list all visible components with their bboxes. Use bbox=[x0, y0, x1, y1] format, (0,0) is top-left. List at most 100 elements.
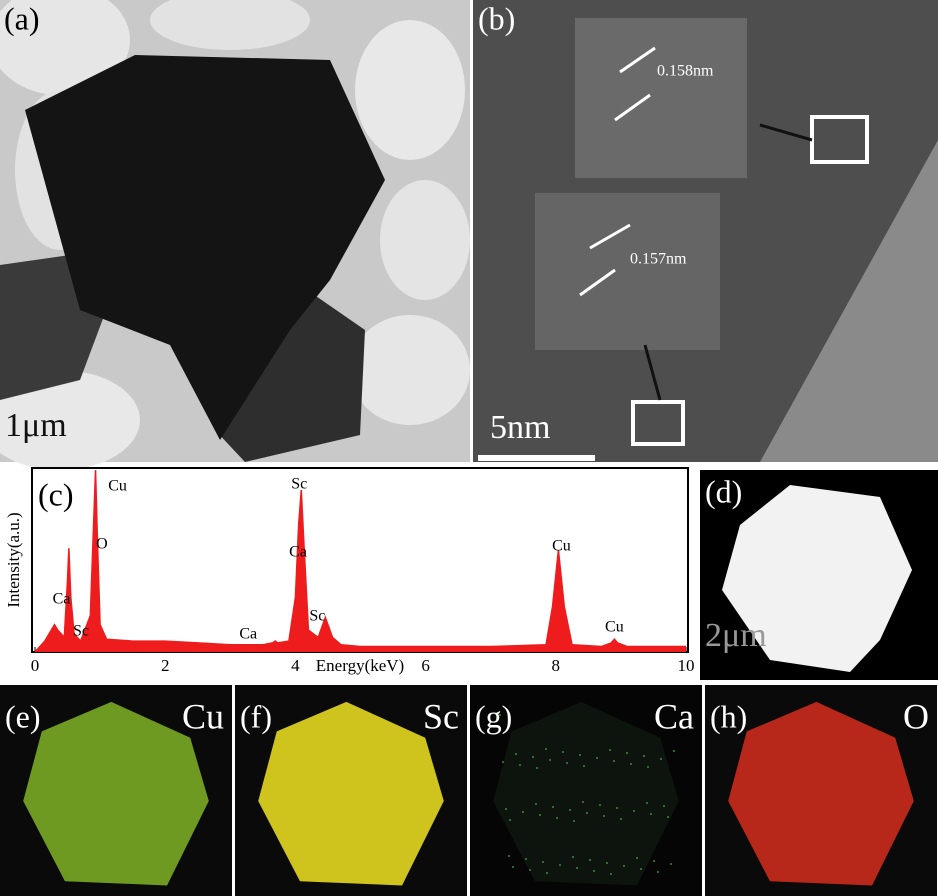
element-map bbox=[258, 701, 444, 886]
signal-dot bbox=[582, 801, 584, 803]
signal-dot bbox=[623, 865, 625, 867]
panel-label: (e) bbox=[5, 698, 41, 734]
signal-dot bbox=[515, 753, 517, 755]
scale-bar-label: 1μm bbox=[5, 407, 67, 444]
signal-dot bbox=[636, 857, 638, 859]
signal-dot bbox=[512, 866, 514, 868]
signal-dot bbox=[613, 760, 615, 762]
signal-dot bbox=[606, 862, 608, 864]
signal-dot bbox=[525, 858, 527, 860]
signal-dot bbox=[519, 764, 521, 766]
signal-dot bbox=[657, 871, 659, 873]
signal-dot bbox=[546, 872, 548, 874]
panel-label: (c) bbox=[38, 476, 74, 512]
panel-label: (a) bbox=[4, 0, 40, 36]
arrow bbox=[619, 46, 656, 74]
element-name: Ca bbox=[654, 696, 694, 736]
region-box bbox=[631, 400, 685, 446]
signal-dot bbox=[589, 859, 591, 861]
spectrum-fill bbox=[35, 470, 686, 652]
signal-dot bbox=[573, 820, 575, 822]
signal-dot bbox=[576, 867, 578, 869]
signal-dot bbox=[670, 863, 672, 865]
peak-label: Ca bbox=[289, 544, 307, 561]
signal-dot bbox=[667, 816, 669, 818]
panel-b: 0.158nm 0.157nm (b) 5nm bbox=[473, 0, 938, 462]
element-map bbox=[23, 701, 209, 886]
signal-dot bbox=[569, 809, 571, 811]
signal-dot bbox=[646, 802, 648, 804]
signal-dot bbox=[593, 870, 595, 872]
peak-label: Sc bbox=[309, 608, 325, 625]
signal-dot bbox=[660, 758, 662, 760]
signal-dot bbox=[508, 855, 510, 857]
signal-dot bbox=[556, 817, 558, 819]
x-tick-label: 0 bbox=[31, 656, 40, 675]
peak-label: Ca bbox=[53, 591, 71, 608]
crystal bbox=[722, 485, 912, 672]
x-tick-label: 4 bbox=[291, 656, 300, 675]
peak-label: Sc bbox=[291, 476, 307, 493]
element-map bbox=[728, 701, 914, 886]
signal-dot bbox=[566, 762, 568, 764]
film-hole bbox=[150, 0, 310, 50]
peak-label: Cu bbox=[108, 478, 127, 495]
panel-c: (c) Energy(keV) Intensity(a.u.) 0 2 4 6 8 10 C… bbox=[4, 467, 695, 675]
panel-label: (h) bbox=[710, 698, 747, 734]
signal-dot bbox=[572, 856, 574, 858]
peak-label: Sc bbox=[73, 623, 89, 640]
element-maps: (e) Cu (f) Sc (g) Ca (h) O bbox=[0, 685, 937, 896]
x-axis-label: Energy(keV) bbox=[316, 656, 404, 675]
spectrum bbox=[34, 469, 686, 653]
signal-dot bbox=[586, 812, 588, 814]
signal-dot bbox=[549, 759, 551, 761]
signal-dot bbox=[609, 749, 611, 751]
arrow bbox=[759, 123, 813, 142]
signal-dot bbox=[502, 761, 504, 763]
panel-d: (d) 2μm bbox=[700, 470, 938, 680]
arrow bbox=[643, 344, 662, 401]
signal-dot bbox=[583, 765, 585, 767]
signal-dot bbox=[647, 766, 649, 768]
signal-dot bbox=[616, 807, 618, 809]
signal-dot bbox=[630, 763, 632, 765]
element-name: O bbox=[903, 696, 929, 736]
signal-dot bbox=[620, 818, 622, 820]
element-name: Cu bbox=[182, 696, 224, 736]
signal-dot bbox=[559, 864, 561, 866]
signal-dot bbox=[650, 813, 652, 815]
x-tick-label: 10 bbox=[678, 656, 695, 675]
signal-dot bbox=[535, 803, 537, 805]
panel-label: (g) bbox=[475, 698, 512, 734]
signal-dot bbox=[626, 752, 628, 754]
inset bbox=[535, 193, 720, 350]
signal-dot bbox=[643, 755, 645, 757]
signal-dot bbox=[603, 815, 605, 817]
panel-label: (b) bbox=[478, 0, 515, 36]
signal-dot bbox=[610, 873, 612, 875]
film-hole bbox=[0, 0, 130, 95]
y-axis-label: Intensity(a.u.) bbox=[4, 512, 23, 607]
panel-label: (d) bbox=[705, 473, 742, 509]
panel-label: (f) bbox=[240, 698, 272, 734]
signal-dot bbox=[522, 811, 524, 813]
scale-bar-label: 5nm bbox=[490, 409, 550, 446]
arrow bbox=[589, 223, 631, 250]
peak-label: Cu bbox=[552, 538, 571, 555]
lattice-spacing: 0.157nm bbox=[630, 251, 687, 268]
inset bbox=[575, 18, 747, 178]
film-hole bbox=[350, 315, 470, 425]
film-hole bbox=[355, 20, 465, 160]
signal-dot bbox=[539, 814, 541, 816]
signal-dot bbox=[505, 808, 507, 810]
signal-dot bbox=[552, 806, 554, 808]
signal-dot bbox=[545, 748, 547, 750]
panel-a: (a) 1μm bbox=[0, 0, 470, 470]
peak-label: Cu bbox=[605, 619, 624, 636]
film-hole bbox=[380, 180, 470, 300]
signal-dot bbox=[633, 810, 635, 812]
crystal bbox=[25, 55, 385, 440]
signal-dot bbox=[499, 714, 501, 716]
signal-dot bbox=[663, 805, 665, 807]
